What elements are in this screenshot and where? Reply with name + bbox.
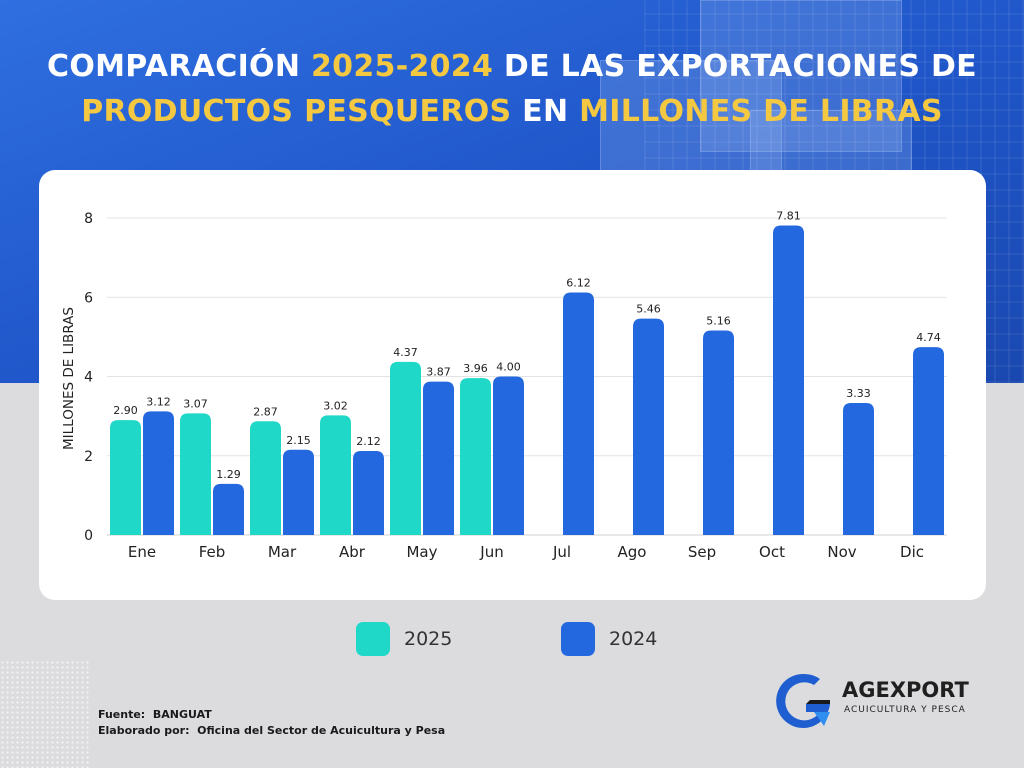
bar-2025-abr (320, 415, 351, 535)
x-tick-label: Dic (900, 543, 924, 561)
legend-item-2024: 2024 (561, 622, 657, 656)
x-tick-label: Abr (339, 543, 366, 561)
bar-2024-feb (213, 483, 244, 535)
bar-2025-jun (460, 378, 491, 535)
x-tick-label: Mar (268, 543, 297, 561)
bar-2024-jul (563, 292, 594, 535)
legend: 2025 2024 (0, 622, 1024, 662)
data-label-2024: 1.29 (216, 468, 241, 481)
data-label-2025: 2.90 (113, 404, 138, 417)
title-line-1: COMPARACIÓN 2025-2024 DE LAS EXPORTACION… (0, 44, 1024, 89)
x-tick-label: Ago (618, 543, 647, 561)
bar-2025-ene (110, 420, 141, 535)
source-text: Fuente: BANGUAT (98, 708, 212, 721)
data-label-2024: 2.15 (286, 434, 311, 447)
y-tick-label: 6 (84, 290, 93, 306)
bar-2025-mar (250, 421, 281, 535)
data-label-2025: 3.96 (463, 362, 488, 375)
legend-swatch-2024 (561, 622, 595, 656)
bar-2025-feb (180, 413, 211, 535)
logo-subtitle: ACUICULTURA Y PESCA (844, 705, 966, 715)
x-tick-label: May (406, 543, 437, 561)
bar-2024-mar (283, 449, 314, 535)
bar-2024-ene (143, 411, 174, 535)
data-label-2025: 3.07 (183, 397, 208, 410)
data-label-2024: 7.81 (776, 210, 801, 223)
agexport-logo: AGEXPORT ACUICULTURA Y PESCA (770, 668, 970, 732)
chart-card: 0 2 4 6 8 MILLONES DE LIBRAS 2.90 3.12 Ene 3.07 1.… (39, 170, 986, 600)
data-label-2024: 3.33 (846, 387, 871, 400)
x-tick-label: Jun (479, 543, 503, 561)
title-highlight: PRODUCTOS PESQUEROS (81, 94, 512, 129)
y-axis-label: MILLONES DE LIBRAS (61, 307, 77, 450)
y-tick-label: 2 (84, 449, 93, 465)
title-line-2: PRODUCTOS PESQUEROS EN MILLONES DE LIBRA… (0, 89, 1024, 134)
bar-2024-jun (493, 376, 524, 535)
x-tick-label: Jul (552, 543, 571, 561)
data-label-2024: 4.74 (916, 331, 941, 344)
x-tick-label: Ene (128, 543, 156, 561)
data-label-2024: 6.12 (566, 276, 591, 289)
elaborated-by-text: Elaborado por: Oficina del Sector de Acu… (98, 724, 446, 737)
bar-2024-dic (913, 347, 944, 535)
legend-label-2024: 2024 (609, 628, 658, 650)
agexport-g-icon (776, 673, 830, 728)
source-notes: Fuente: BANGUAT Elaborado por: Oficina d… (98, 707, 445, 739)
title-highlight: MILLONES DE LIBRAS (579, 94, 943, 129)
legend-label-2025: 2025 (404, 628, 453, 650)
data-label-2024: 5.16 (706, 315, 731, 328)
data-label-2024: 3.87 (426, 366, 451, 379)
x-tick-label: Sep (688, 543, 716, 561)
dots-decoration (0, 660, 90, 768)
bar-2024-sep (703, 330, 734, 535)
y-tick-label: 8 (84, 211, 93, 227)
legend-item-2025: 2025 (356, 622, 452, 656)
title-text: EN (511, 94, 580, 129)
title-text: COMPARACIÓN (47, 49, 311, 84)
bar-chart: 0 2 4 6 8 MILLONES DE LIBRAS 2.90 3.12 Ene 3.07 1.… (61, 210, 947, 561)
data-label-2024: 2.12 (356, 435, 381, 448)
chart-title: COMPARACIÓN 2025-2024 DE LAS EXPORTACION… (0, 44, 1024, 134)
data-label-2024: 3.12 (146, 395, 171, 408)
title-text: DE LAS EXPORTACIONES DE (493, 49, 977, 84)
y-tick-label: 4 (84, 370, 93, 386)
title-highlight: 2025-2024 (311, 49, 494, 84)
bar-2024-oct (773, 225, 804, 535)
x-tick-label: Oct (759, 543, 785, 561)
data-label-2025: 3.02 (323, 399, 348, 412)
x-tick-label: Feb (199, 543, 226, 561)
x-tick-label: Nov (827, 543, 856, 561)
legend-swatch-2025 (356, 622, 390, 656)
bar-2024-ago (633, 318, 664, 535)
y-tick-label: 0 (84, 528, 93, 544)
data-label-2025: 2.87 (253, 405, 278, 418)
logo-name: AGEXPORT (842, 678, 969, 702)
bar-2024-abr (353, 450, 384, 535)
container-stack-decoration (700, 0, 902, 152)
data-label-2025: 4.37 (393, 346, 418, 359)
bar-2025-may (390, 361, 421, 535)
bar-2024-may (423, 381, 454, 535)
data-label-2024: 5.46 (636, 303, 661, 316)
data-label-2024: 4.00 (496, 361, 521, 374)
bar-2024-nov (843, 403, 874, 535)
